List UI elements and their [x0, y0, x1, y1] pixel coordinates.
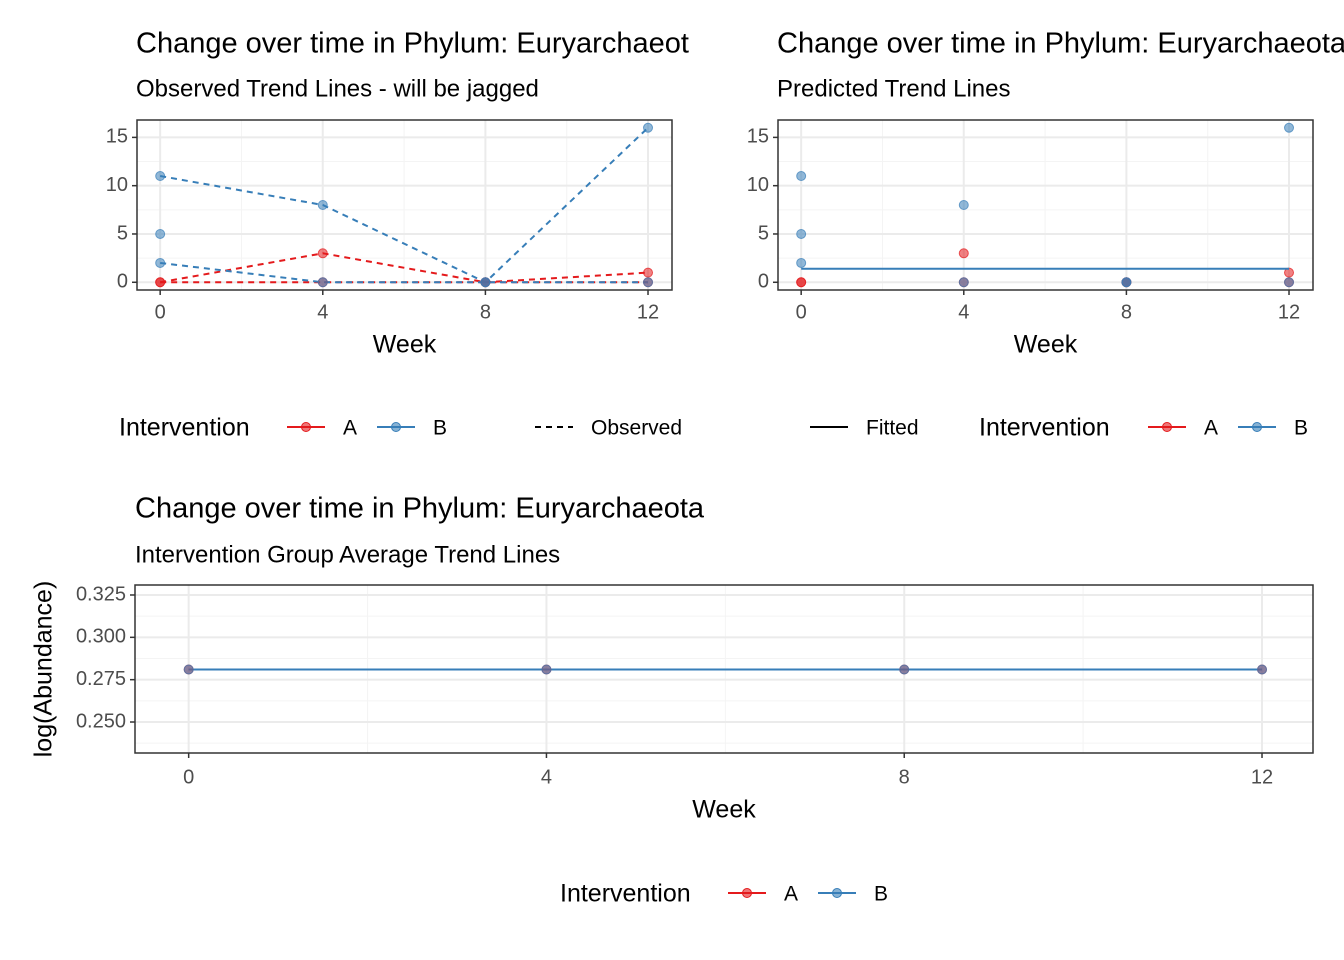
point	[796, 277, 807, 288]
point	[183, 664, 194, 675]
point	[317, 200, 328, 210]
point	[1284, 277, 1295, 288]
point	[155, 228, 166, 239]
chart-title: Change over time in Phylum: Euryarchaeot…	[135, 493, 705, 525]
trend-line	[160, 261, 649, 284]
x-axis-title: Week	[692, 796, 756, 824]
y-tick-label: 5	[758, 222, 769, 244]
panel-border	[136, 119, 673, 291]
y-tick-label: 0	[758, 271, 769, 293]
x-tick-label: 8	[899, 766, 910, 788]
legend-label: Observed	[591, 417, 682, 440]
chart-subtitle: Observed Trend Lines - will be jagged	[136, 75, 539, 102]
point	[643, 267, 654, 278]
point	[643, 277, 654, 288]
legend-label: B	[1294, 417, 1308, 440]
x-tick-label: 12	[1251, 766, 1273, 788]
point	[643, 122, 654, 133]
y-tick-label: 10	[747, 174, 769, 196]
y-tick-label: 0.300	[76, 626, 126, 648]
point	[155, 277, 166, 288]
y-tick-label: 0.275	[76, 668, 126, 690]
legend-label: A	[1204, 417, 1218, 440]
chart-title: Change over time in Phylum: Euryarchaeot…	[136, 28, 706, 60]
point	[958, 200, 969, 210]
point	[317, 277, 328, 288]
legend-key	[832, 888, 842, 898]
legend-key	[742, 888, 752, 898]
x-tick-label: 4	[958, 301, 969, 323]
x-tick-label: 0	[155, 301, 166, 323]
point	[796, 171, 807, 182]
x-tick-label: 0	[183, 766, 194, 788]
point	[899, 664, 910, 675]
x-axis-title: Week	[373, 331, 437, 359]
x-tick-label: 8	[480, 301, 491, 323]
point	[317, 248, 328, 259]
legend-label: Fitted	[866, 417, 919, 440]
legend-title: Intervention	[979, 414, 1110, 442]
trend-line	[159, 127, 649, 284]
y-tick-label: 15	[106, 126, 128, 148]
point	[958, 248, 969, 259]
y-tick-label: 0.325	[76, 583, 126, 605]
chart-subtitle: Predicted Trend Lines	[777, 75, 1010, 102]
point	[1121, 277, 1132, 288]
y-tick-label: 0	[117, 271, 128, 293]
legend-label: A	[784, 883, 798, 906]
x-tick-label: 8	[1121, 301, 1132, 323]
y-tick-label: 15	[747, 126, 769, 148]
point	[796, 228, 807, 239]
legend-title: Intervention	[119, 414, 250, 442]
point	[155, 171, 166, 182]
panel-border	[134, 584, 1314, 754]
point	[155, 257, 166, 268]
legend-key	[391, 422, 401, 432]
x-axis-title: Week	[1014, 331, 1078, 359]
point	[1257, 664, 1268, 675]
legend-label: A	[343, 417, 357, 440]
y-tick-label: 10	[106, 174, 128, 196]
x-tick-label: 12	[637, 301, 659, 323]
panel-border	[777, 119, 1314, 291]
point	[958, 277, 969, 288]
chart-subtitle: Intervention Group Average Trend Lines	[135, 541, 560, 568]
point	[541, 664, 552, 675]
legend-key	[1252, 422, 1262, 432]
point	[796, 257, 807, 268]
legend-label: B	[433, 417, 447, 440]
legend-title: Intervention	[560, 880, 691, 908]
chart-title: Change over time in Phylum: Euryarchaeot…	[777, 28, 1344, 60]
x-tick-label: 4	[541, 766, 552, 788]
trend-line	[159, 252, 649, 284]
y-axis-title: log(Abundance)	[30, 581, 58, 758]
legend-key	[301, 422, 311, 432]
point	[1284, 122, 1295, 133]
legend-label: B	[874, 883, 888, 906]
y-tick-label: 5	[117, 222, 128, 244]
x-tick-label: 4	[317, 301, 328, 323]
y-tick-label: 0.250	[76, 710, 126, 732]
x-tick-label: 12	[1278, 301, 1300, 323]
x-tick-label: 0	[796, 301, 807, 323]
point	[480, 277, 491, 288]
legend-key	[1162, 422, 1172, 432]
